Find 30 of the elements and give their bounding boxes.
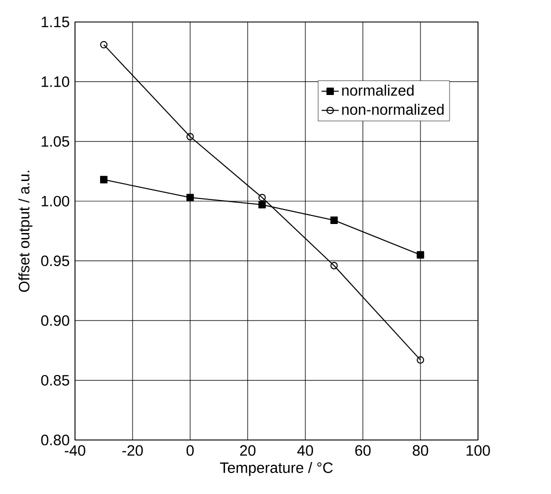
- x-tick-label: 0: [186, 445, 194, 456]
- y-tick-label: 0.80: [41, 434, 70, 446]
- point: [258, 194, 266, 202]
- legend-label: non-normalized: [342, 104, 444, 115]
- x-axis-title: Temperature / °C: [220, 462, 333, 476]
- point: [100, 176, 108, 184]
- point: [416, 251, 424, 259]
- point: [186, 194, 194, 202]
- point: [416, 356, 424, 364]
- y-tick-label: 1.05: [42, 136, 70, 147]
- point: [100, 40, 108, 48]
- y-tick-label: 1.00: [42, 196, 70, 206]
- y-tick-label: 0.95: [41, 256, 70, 266]
- point: [330, 262, 338, 270]
- legend-label: normalized: [342, 84, 414, 96]
- x-tick-label: 20: [240, 445, 256, 456]
- x-tick-label: -40: [64, 445, 86, 456]
- y-axis-title: Offset output / a.u.: [18, 170, 32, 292]
- y-tick-label: 0.90: [41, 315, 70, 326]
- y-tick-label: 1.10: [42, 76, 70, 88]
- x-tick-label: -20: [122, 445, 143, 456]
- x-tick-label: 60: [355, 445, 371, 456]
- y-tick-label: 1.15: [42, 16, 70, 28]
- x-tick-label: 40: [297, 445, 314, 456]
- point: [330, 216, 338, 224]
- x-tick-label: 100: [466, 445, 490, 456]
- x-tick-label: 80: [412, 445, 428, 456]
- point: [186, 132, 194, 140]
- y-tick-label: 0.85: [41, 374, 70, 386]
- point: [258, 201, 266, 208]
